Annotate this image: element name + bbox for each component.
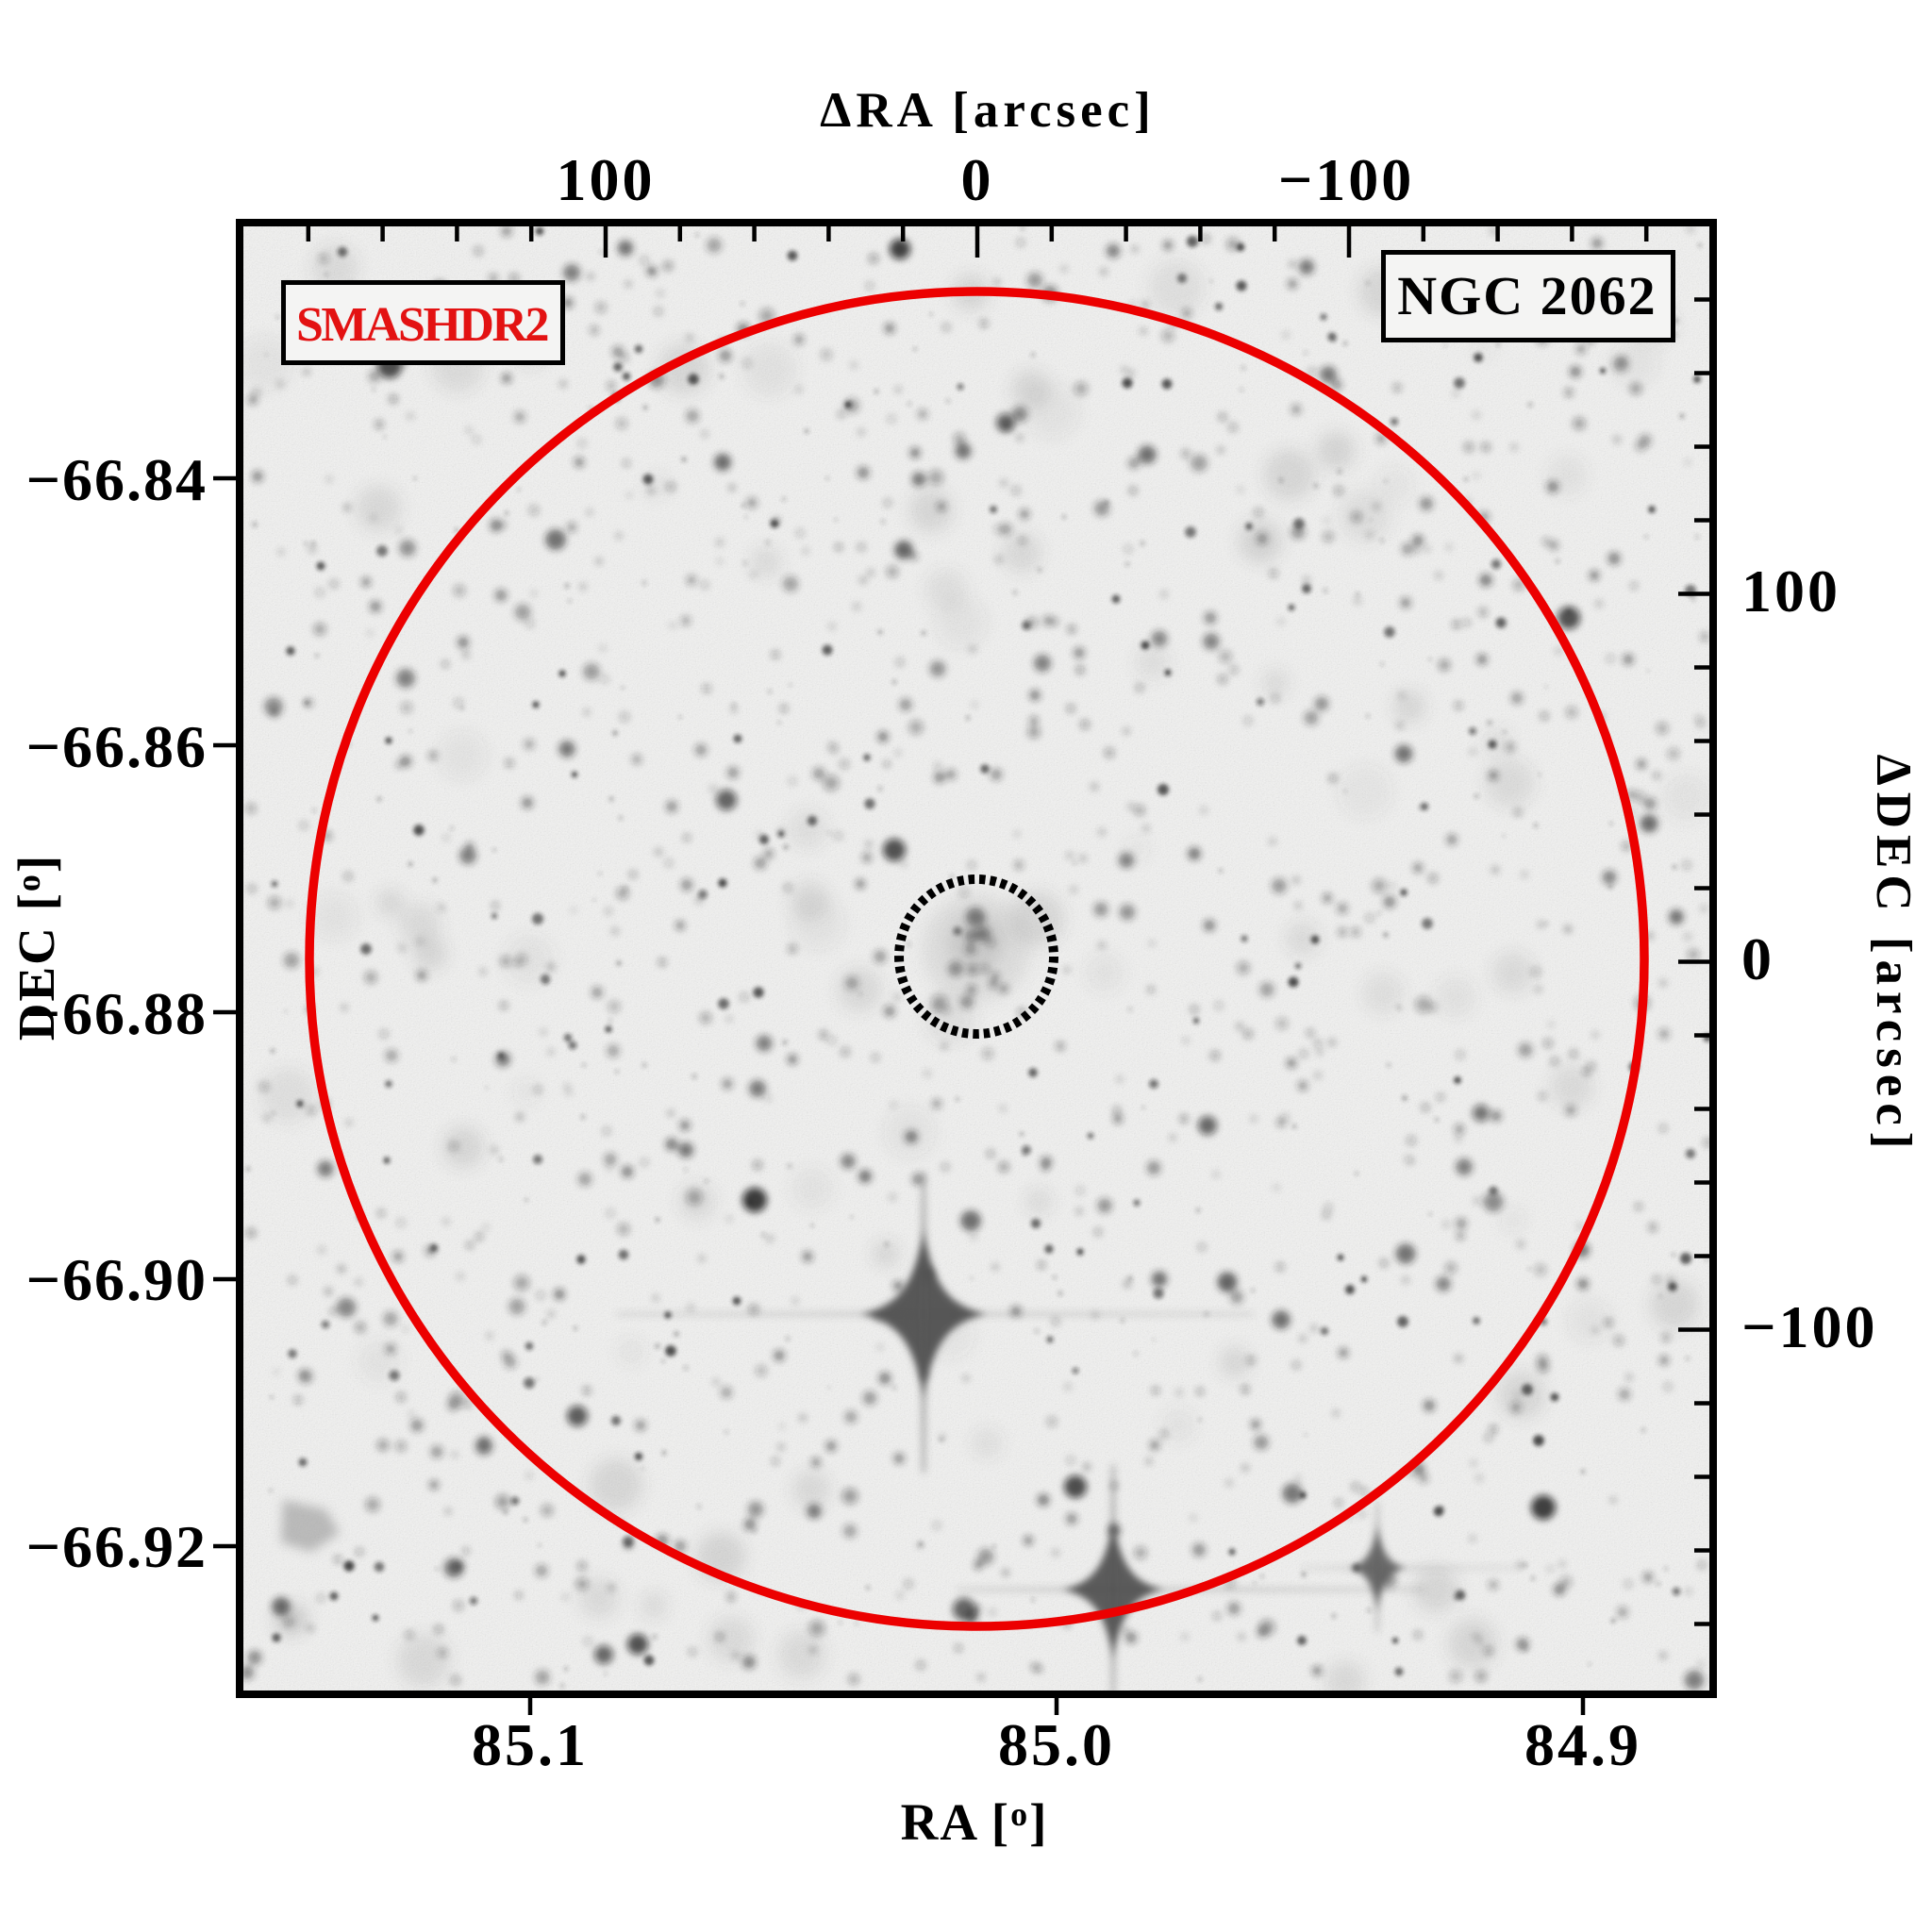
svg-text:−66.92: −66.92 (26, 1513, 208, 1580)
svg-text:ΔRA [arcsec]: ΔRA [arcsec] (820, 83, 1156, 138)
svg-text:84.9: 84.9 (1524, 1711, 1641, 1778)
svg-text:−100: −100 (1741, 1293, 1877, 1360)
svg-text:85.1: 85.1 (472, 1711, 589, 1778)
svg-text:100: 100 (557, 146, 656, 213)
svg-text:85.0: 85.0 (998, 1711, 1115, 1778)
svg-text:100: 100 (1741, 558, 1840, 625)
svg-text:0: 0 (1741, 925, 1774, 992)
svg-text:0: 0 (961, 146, 994, 213)
svg-text:ΔDEC [arcsec]: ΔDEC [arcsec] (1866, 755, 1921, 1156)
svg-text:−66.90: −66.90 (26, 1246, 208, 1313)
svg-text:NGC 2062: NGC 2062 (1397, 265, 1657, 326)
svg-text:SMASHDR2: SMASHDR2 (296, 298, 548, 352)
svg-text:−66.86: −66.86 (26, 713, 208, 780)
svg-text:−66.88: −66.88 (26, 980, 208, 1047)
svg-text:−66.84: −66.84 (26, 446, 208, 513)
svg-text:−100: −100 (1278, 146, 1414, 213)
